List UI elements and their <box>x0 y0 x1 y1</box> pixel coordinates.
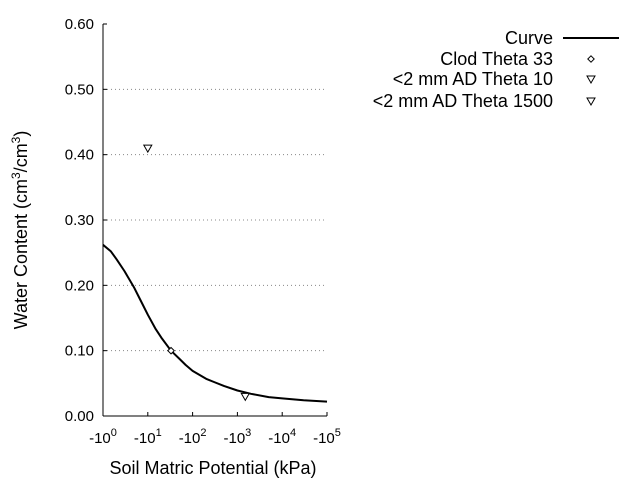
legend-label-1: Clod Theta 33 <box>440 49 553 69</box>
data-point-1-0 <box>167 346 175 355</box>
y-tick-label-1: 0.10 <box>65 343 94 360</box>
grid <box>103 88 327 352</box>
y-tick-label-5: 0.50 <box>65 81 94 98</box>
y-axis-label: Water Content (cm3/cm3) <box>9 131 31 330</box>
legend-label-2: <2 mm AD Theta 10 <box>393 69 553 89</box>
legend-marker-3 <box>586 97 596 107</box>
data-point-2-0 <box>142 144 153 154</box>
curve-line <box>102 244 328 403</box>
y-tick-label-2: 0.20 <box>65 277 94 294</box>
legend-label-3: <2 mm AD Theta 1500 <box>373 91 553 111</box>
y-tick-label-4: 0.40 <box>65 147 94 164</box>
y-tick-label-6: 0.60 <box>65 16 94 33</box>
x-tick-label-5: -105 <box>313 427 341 447</box>
axes <box>102 23 328 417</box>
legend-marker-2 <box>586 75 596 85</box>
legend-marker-1 <box>587 55 595 63</box>
x-tick-labels: -100 -101 -102 -103 -104 -105 <box>89 427 341 447</box>
legend-label-0: Curve <box>505 28 553 48</box>
y-tick-label-3: 0.30 <box>65 212 94 229</box>
x-tick-label-0: -100 <box>89 427 117 447</box>
x-tick-label-4: -104 <box>268 427 296 447</box>
x-tick-label-1: -101 <box>134 427 162 447</box>
data-point-3-0 <box>240 392 251 402</box>
plot-series <box>102 144 328 403</box>
y-tick-label-0: 0.00 <box>65 408 94 425</box>
x-tick-label-2: -102 <box>179 427 207 447</box>
y-tick-labels: 0.00 0.10 0.20 0.30 0.40 0.50 0.60 <box>65 16 94 425</box>
x-tick-label-3: -103 <box>223 427 251 447</box>
x-axis-label: Soil Matric Potential (kPa) <box>109 458 316 478</box>
